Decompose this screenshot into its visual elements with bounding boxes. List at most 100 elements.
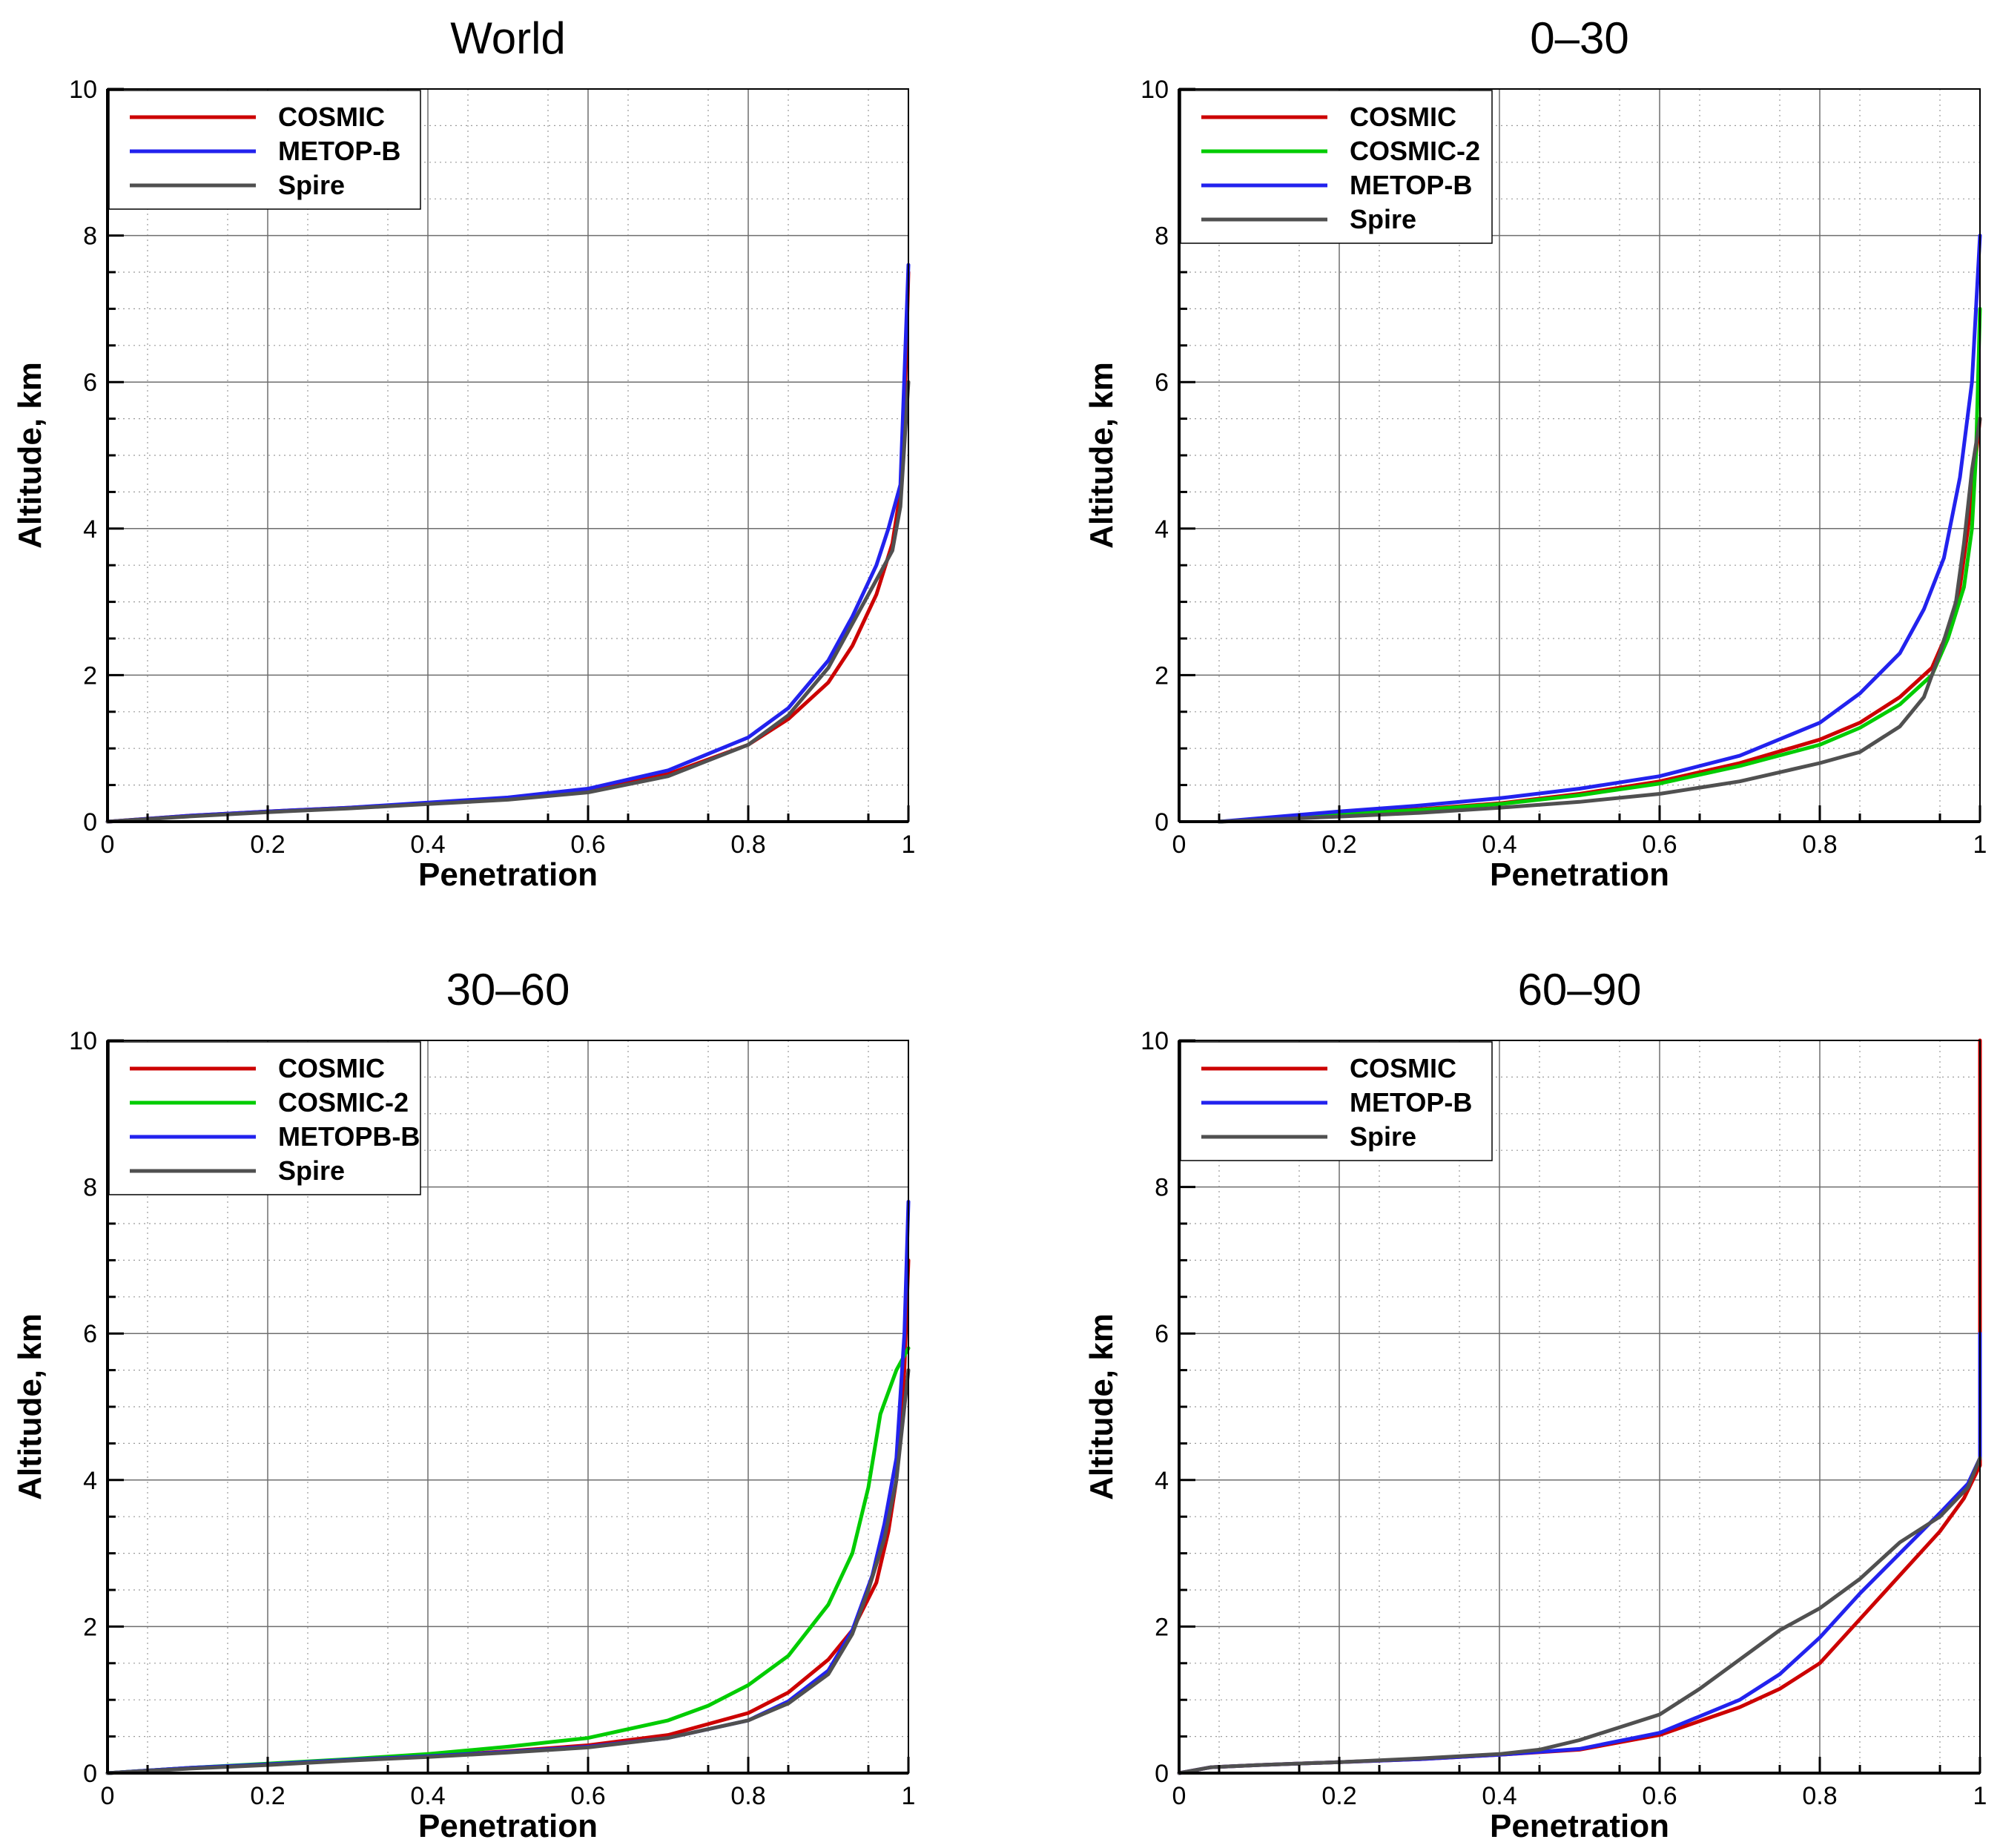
legend-label: METOPB-B xyxy=(278,1121,420,1152)
y-tick-label: 2 xyxy=(1155,1613,1169,1641)
chart-title: World xyxy=(450,13,566,63)
tick-marks xyxy=(1178,1039,1981,1775)
legend-label: COSMIC-2 xyxy=(278,1087,409,1118)
y-tick-label: 4 xyxy=(83,1467,97,1495)
legend-label: Spire xyxy=(1350,1121,1416,1152)
x-tick-label: 0.2 xyxy=(1321,831,1356,859)
y-tick-label: 2 xyxy=(83,1613,97,1641)
y-tick-label: 8 xyxy=(1155,222,1169,251)
x-tick-label: 1 xyxy=(1973,1782,1987,1810)
tick-marks xyxy=(106,88,910,823)
legend-label: COSMIC xyxy=(278,1053,385,1083)
x-tick-label: 1 xyxy=(1973,831,1987,859)
major-grid xyxy=(1179,1040,1980,1773)
x-tick-label: 0.2 xyxy=(1321,1782,1356,1810)
chart-title: 0–30 xyxy=(1530,13,1628,63)
y-tick-label: 2 xyxy=(83,661,97,690)
legend-label: METOP-B xyxy=(1350,1087,1472,1118)
legend: COSMIC METOP-B Spire xyxy=(108,90,421,210)
y-tick-label: 6 xyxy=(1155,1320,1169,1348)
series-line-spire xyxy=(105,1368,911,1775)
x-tick-label: 0.6 xyxy=(1642,831,1677,859)
y-tick-label: 10 xyxy=(69,1027,97,1055)
y-tick-label: 8 xyxy=(1155,1174,1169,1202)
x-axis-label: Penetration xyxy=(418,857,598,893)
y-tick-label: 4 xyxy=(83,515,97,544)
series-line-metop-b xyxy=(1217,234,1982,824)
legend-label: COSMIC xyxy=(278,102,385,132)
legend-label: Spire xyxy=(278,1155,345,1186)
x-tick-label: 0.4 xyxy=(410,831,445,859)
series-line-spire xyxy=(1217,417,1982,824)
y-tick-label: 0 xyxy=(83,808,97,836)
y-tick-label: 6 xyxy=(83,1320,97,1348)
y-tick-label: 10 xyxy=(69,76,97,104)
chart-panel-1: 0 0.2 0.4 0.6 0.8 10246810PenetrationAltitude… xyxy=(1083,13,1987,893)
y-tick-label: 10 xyxy=(1141,76,1169,104)
x-axis-label: Penetration xyxy=(1490,1808,1669,1844)
series-line-spire xyxy=(1177,1456,1982,1775)
x-tick-label: 0.8 xyxy=(1802,1782,1837,1810)
series-lines xyxy=(105,263,911,824)
minor-grid xyxy=(1179,1040,1980,1773)
y-tick-label: 0 xyxy=(1155,1760,1169,1788)
y-axis-label: Altitude, km xyxy=(1083,1313,1120,1500)
x-tick-label: 0.8 xyxy=(730,1782,765,1810)
series-lines xyxy=(105,1199,911,1775)
x-axis-label: Penetration xyxy=(1490,857,1669,893)
x-tick-label: 0 xyxy=(1172,1782,1187,1810)
x-tick-label: 0.6 xyxy=(1642,1782,1677,1810)
y-tick-label: 6 xyxy=(83,369,97,397)
y-tick-label: 0 xyxy=(1155,808,1169,836)
y-tick-label: 4 xyxy=(1155,1467,1169,1495)
chart-panel-3: 0 0.2 0.4 0.6 0.8 10246810PenetrationAltitude… xyxy=(1083,965,1987,1844)
major-grid xyxy=(108,89,908,822)
chart-title: 30–60 xyxy=(446,965,570,1014)
y-tick-label: 8 xyxy=(83,1174,97,1202)
x-tick-label: 0.2 xyxy=(250,831,285,859)
x-tick-label: 0 xyxy=(101,1782,115,1810)
minor-grid xyxy=(108,1040,908,1773)
y-axis-label: Altitude, km xyxy=(1083,362,1120,549)
chart-panel-0: 0 0.2 0.4 0.6 0.8 10246810PenetrationAltitude… xyxy=(12,13,915,893)
x-tick-label: 0.6 xyxy=(570,1782,605,1810)
series-lines xyxy=(1217,234,1982,824)
tick-marks xyxy=(1178,88,1981,823)
x-tick-label: 0.8 xyxy=(730,831,765,859)
legend: COSMIC COSMIC-2 METOP-B Spire xyxy=(1180,90,1493,244)
legend-label: COSMIC-2 xyxy=(1350,136,1480,166)
y-tick-label: 0 xyxy=(83,1760,97,1788)
series-line-cosmic-2 xyxy=(1217,306,1982,824)
x-tick-label: 0 xyxy=(101,831,115,859)
legend-label: METOP-B xyxy=(1350,170,1472,200)
x-tick-label: 0.4 xyxy=(410,1782,445,1810)
minor-grid xyxy=(108,89,908,822)
legend-label: METOP-B xyxy=(278,136,400,166)
chart-panel-2: 0 0.2 0.4 0.6 0.8 10246810PenetrationAltitude… xyxy=(12,965,915,1844)
y-axis-label: Altitude, km xyxy=(12,362,48,549)
series-lines xyxy=(1177,1038,1982,1775)
x-tick-label: 1 xyxy=(902,1782,916,1810)
x-tick-label: 0.4 xyxy=(1482,831,1516,859)
x-tick-label: 0.6 xyxy=(570,831,605,859)
y-tick-label: 8 xyxy=(83,222,97,251)
y-tick-label: 10 xyxy=(1141,1027,1169,1055)
y-axis-label: Altitude, km xyxy=(12,1313,48,1500)
legend-label: Spire xyxy=(278,170,345,200)
legend-label: COSMIC xyxy=(1350,1053,1456,1083)
x-tick-label: 0.2 xyxy=(250,1782,285,1810)
chart-title: 60–90 xyxy=(1518,965,1642,1014)
x-tick-label: 0.8 xyxy=(1802,831,1837,859)
tick-marks xyxy=(106,1039,910,1775)
legend-label: COSMIC xyxy=(1350,102,1456,132)
y-tick-label: 6 xyxy=(1155,369,1169,397)
x-tick-label: 0.4 xyxy=(1482,1782,1516,1810)
minor-grid xyxy=(1179,89,1980,822)
y-tick-label: 4 xyxy=(1155,515,1169,544)
x-tick-label: 0 xyxy=(1172,831,1187,859)
series-line-spire xyxy=(105,380,911,824)
y-tick-label: 2 xyxy=(1155,661,1169,690)
